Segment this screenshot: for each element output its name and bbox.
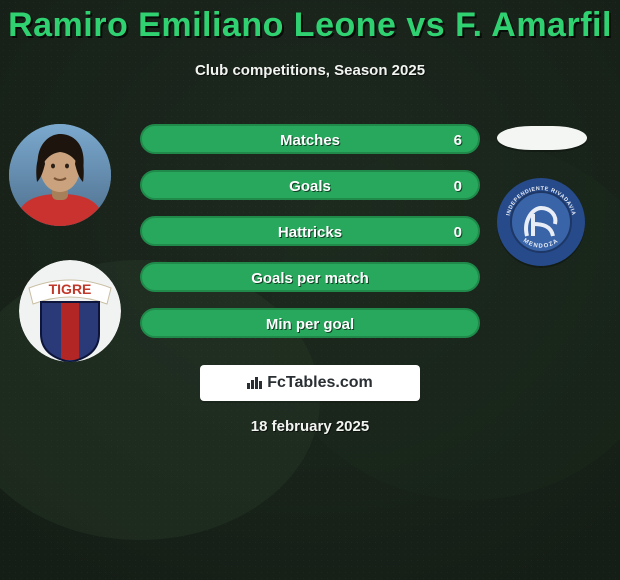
player-badge-right bbox=[497, 126, 587, 150]
stat-row: Hattricks 0 bbox=[140, 216, 480, 246]
comparison-card: Ramiro Emiliano Leone vs F. Amarfil Club… bbox=[0, 0, 620, 580]
chart-icon bbox=[247, 375, 263, 389]
stat-row: Min per goal bbox=[140, 308, 480, 338]
stat-row: Goals 0 bbox=[140, 170, 480, 200]
stat-row: Matches 6 bbox=[140, 124, 480, 154]
stat-label: Hattricks bbox=[142, 218, 478, 248]
page-title: Ramiro Emiliano Leone vs F. Amarfil bbox=[0, 6, 620, 45]
stat-value-right: 6 bbox=[454, 126, 462, 156]
stat-value-right: 0 bbox=[454, 218, 462, 248]
crest-left-banner-text: TIGRE bbox=[49, 281, 92, 297]
stat-label: Goals bbox=[142, 172, 478, 202]
stat-label: Min per goal bbox=[142, 310, 478, 340]
stat-label: Matches bbox=[142, 126, 478, 156]
date-text: 18 february 2025 bbox=[0, 418, 620, 435]
stat-row: Goals per match bbox=[140, 262, 480, 292]
subtitle: Club competitions, Season 2025 bbox=[0, 62, 620, 79]
stat-label: Goals per match bbox=[142, 264, 478, 294]
club-crest-right: INDEPENDIENTE RIVADAVIA MENDOZA bbox=[497, 178, 585, 266]
player-photo-left bbox=[9, 124, 111, 226]
club-crest-left: TIGRE bbox=[19, 260, 121, 362]
stat-list: Matches 6 Goals 0 Hattricks 0 Goals per … bbox=[140, 124, 480, 354]
brand-text: FcTables.com bbox=[267, 374, 373, 391]
brand-badge: FcTables.com bbox=[200, 365, 420, 401]
stat-value-right: 0 bbox=[454, 172, 462, 202]
